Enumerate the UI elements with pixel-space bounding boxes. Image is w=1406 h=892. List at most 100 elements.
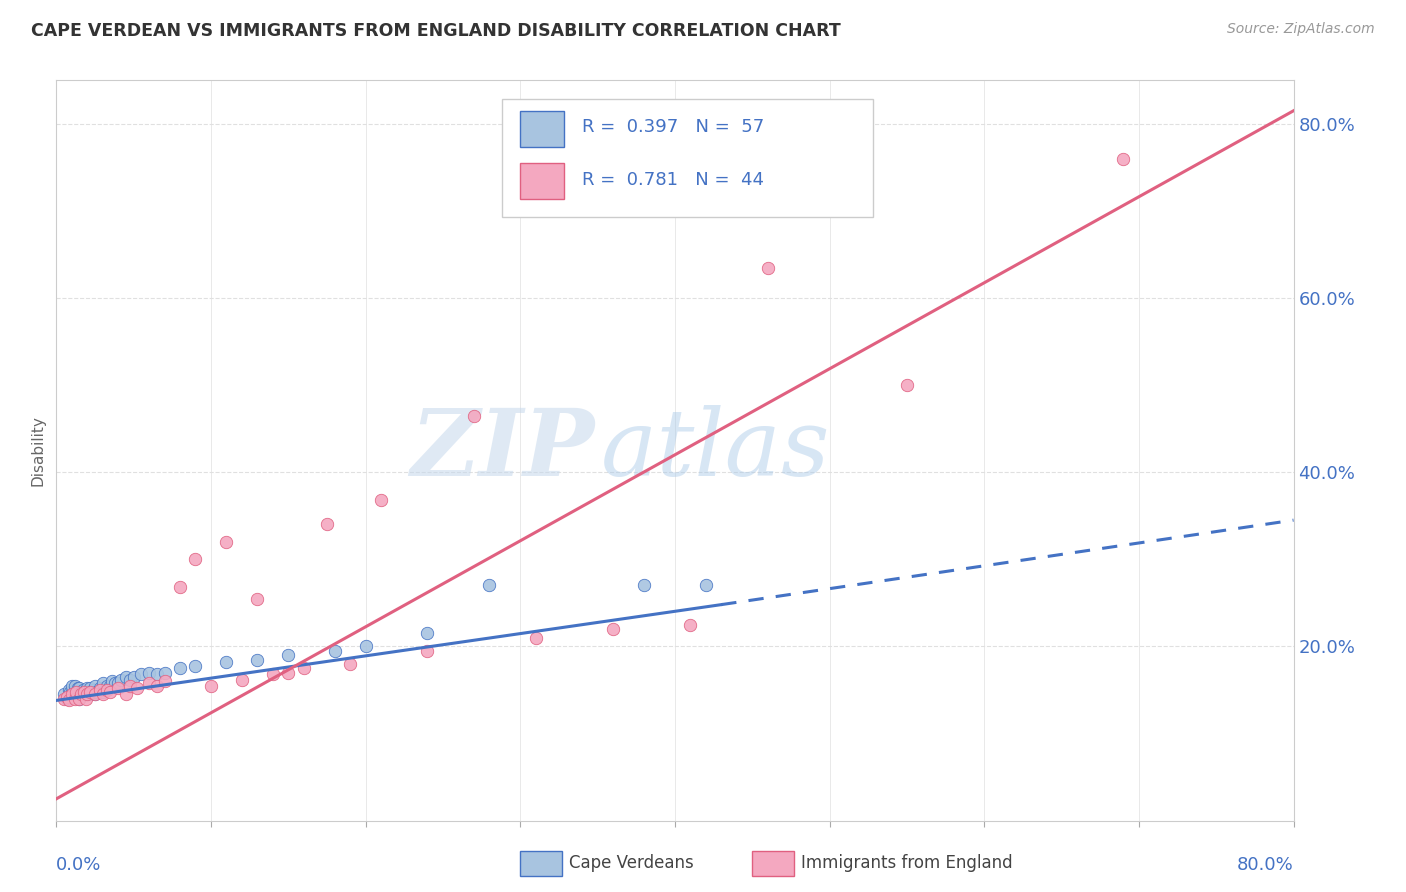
Point: [262, 667, 284, 681]
Point: [91, 684, 114, 698]
Point: [98, 679, 122, 693]
Point: [84, 679, 107, 693]
FancyBboxPatch shape: [520, 163, 564, 199]
Point: [315, 517, 337, 532]
Point: [200, 679, 222, 693]
Point: [84, 687, 107, 701]
Point: [277, 648, 299, 662]
Text: CAPE VERDEAN VS IMMIGRANTS FROM ENGLAND DISABILITY CORRELATION CHART: CAPE VERDEAN VS IMMIGRANTS FROM ENGLAND …: [31, 22, 841, 40]
Point: [63, 679, 86, 693]
Point: [77, 684, 100, 698]
Point: [478, 578, 501, 592]
Point: [98, 684, 122, 698]
Point: [63, 691, 86, 706]
Point: [96, 679, 118, 693]
Point: [120, 673, 142, 687]
Point: [73, 684, 96, 698]
Text: ZIP: ZIP: [411, 406, 595, 495]
Point: [59, 684, 82, 698]
Point: [129, 667, 153, 681]
Point: [169, 580, 191, 594]
Text: 80.0%: 80.0%: [1237, 856, 1294, 874]
Point: [82, 683, 104, 698]
Text: R =  0.397   N =  57: R = 0.397 N = 57: [582, 118, 765, 136]
Point: [153, 674, 176, 689]
Point: [292, 661, 315, 675]
Point: [246, 652, 269, 666]
Text: Source: ZipAtlas.com: Source: ZipAtlas.com: [1227, 22, 1375, 37]
Point: [91, 687, 114, 701]
Point: [67, 687, 90, 701]
Point: [80, 684, 103, 698]
FancyBboxPatch shape: [502, 99, 873, 218]
Point: [215, 655, 238, 669]
Point: [756, 260, 779, 275]
Point: [60, 690, 83, 704]
Point: [633, 578, 655, 592]
Point: [65, 684, 87, 698]
Point: [75, 683, 97, 698]
Point: [107, 676, 129, 690]
Point: [89, 681, 111, 696]
Point: [896, 378, 918, 392]
Text: Immigrants from England: Immigrants from England: [801, 855, 1014, 872]
Point: [101, 674, 124, 689]
Point: [370, 493, 392, 508]
Point: [94, 683, 117, 698]
Point: [146, 679, 169, 693]
Point: [72, 683, 94, 698]
FancyBboxPatch shape: [520, 112, 564, 147]
Point: [107, 681, 129, 696]
Point: [75, 691, 97, 706]
Point: [53, 691, 76, 706]
Point: [323, 644, 346, 658]
Point: [56, 690, 79, 704]
Point: [79, 681, 101, 696]
Point: [277, 665, 299, 680]
Point: [524, 631, 547, 645]
Point: [153, 665, 176, 680]
Point: [58, 683, 80, 698]
Point: [602, 622, 624, 636]
Point: [91, 676, 114, 690]
Point: [416, 626, 439, 640]
Point: [89, 683, 111, 698]
Point: [104, 676, 127, 690]
Point: [125, 681, 148, 696]
Point: [110, 673, 132, 687]
Point: [76, 681, 98, 696]
Point: [184, 552, 207, 566]
Point: [339, 657, 361, 671]
Point: [79, 684, 101, 698]
Point: [138, 665, 160, 680]
Point: [86, 684, 108, 698]
Point: [70, 687, 93, 701]
Point: [63, 683, 86, 698]
Point: [1112, 152, 1135, 166]
Point: [60, 679, 83, 693]
Point: [58, 693, 80, 707]
Point: [122, 670, 145, 684]
Point: [60, 684, 83, 698]
Point: [138, 676, 160, 690]
Point: [146, 667, 169, 681]
Point: [67, 681, 90, 696]
Point: [67, 691, 90, 706]
Y-axis label: Disability: Disability: [30, 415, 45, 486]
Point: [53, 687, 76, 701]
Text: R =  0.781   N =  44: R = 0.781 N = 44: [582, 171, 763, 189]
Text: atlas: atlas: [600, 406, 830, 495]
Point: [67, 691, 90, 706]
Point: [184, 658, 207, 673]
Point: [679, 617, 702, 632]
Point: [96, 683, 118, 698]
Point: [73, 687, 96, 701]
Point: [114, 687, 138, 701]
Point: [114, 670, 138, 684]
Point: [76, 687, 98, 701]
Point: [246, 591, 269, 606]
Point: [56, 691, 79, 706]
Point: [463, 409, 485, 423]
Point: [169, 661, 191, 675]
Point: [60, 687, 83, 701]
